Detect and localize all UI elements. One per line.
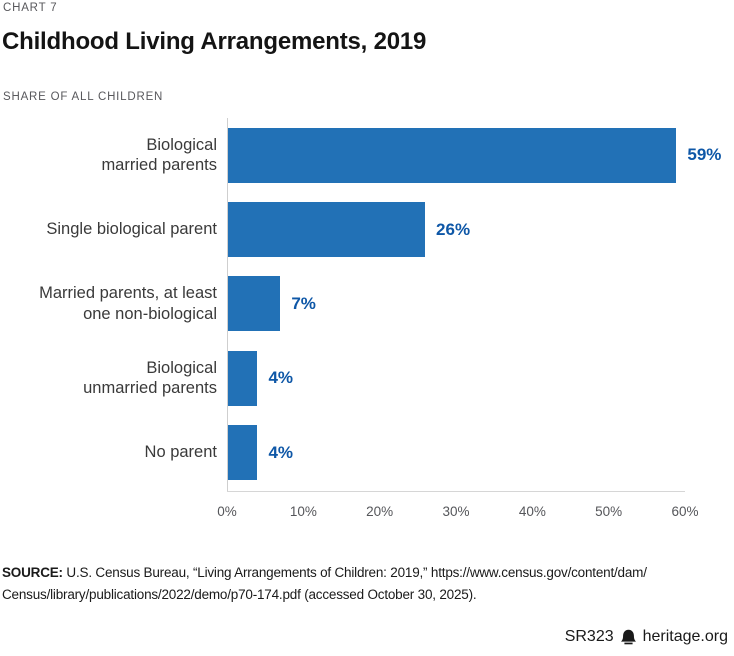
x-tick-label: 20%	[366, 504, 394, 519]
source-line2: Census/library/publications/2022/demo/p7…	[2, 586, 477, 602]
chart-row: Single biological parent 26%	[0, 192, 734, 266]
chart-row: No parent 4%	[0, 416, 734, 490]
bar	[227, 425, 258, 481]
footer: SR323 heritage.org	[565, 628, 728, 646]
liberty-bell-icon	[620, 629, 637, 645]
bar	[227, 202, 426, 258]
bar-track: 7%	[227, 276, 734, 332]
x-axis-ticks: 0% 10% 20% 30% 40% 50% 60%	[217, 504, 698, 522]
category-label: Biological married parents	[101, 135, 217, 175]
bar-value-label: 59%	[687, 145, 722, 165]
category-label: Married parents, at least one non-biologi…	[39, 284, 217, 323]
bar-chart: Biological married parents 59% Single biolo…	[0, 118, 734, 490]
bar	[227, 127, 677, 183]
source-note: SOURCE: U.S. Census Bureau, “Living Arra…	[2, 562, 728, 605]
x-tick-label: 10%	[289, 504, 317, 519]
report-id: SR323	[564, 628, 614, 645]
bar-track: 59%	[227, 127, 734, 183]
chart-row: Married parents, at least one non-biologi…	[0, 267, 734, 341]
chart-row: Biological unmarried parents 4%	[0, 341, 734, 415]
x-tick-label: 60%	[671, 504, 699, 519]
page-title: Childhood Living Arrangements, 2019	[2, 28, 427, 55]
bar-track: 4%	[227, 350, 734, 406]
x-tick-label: 40%	[518, 504, 546, 519]
bar-value-label: 4%	[268, 368, 294, 388]
x-tick-label: 30%	[442, 504, 470, 519]
chart-row: Biological married parents 59%	[0, 118, 734, 192]
category-label: Single biological parent	[46, 220, 217, 239]
bar-value-label: 26%	[436, 219, 471, 239]
source-label: SOURCE:	[2, 565, 63, 580]
bar-value-label: 7%	[291, 293, 316, 313]
source-line1: U.S. Census Bureau, “Living Arrangements…	[62, 565, 647, 580]
bar-value-label: 4%	[268, 442, 294, 462]
x-tick-label: 0%	[217, 504, 237, 519]
bar-track: 26%	[227, 202, 734, 258]
bar	[227, 276, 281, 332]
bar	[227, 350, 258, 406]
x-axis-line	[227, 491, 685, 492]
x-tick-label: 50%	[595, 504, 623, 519]
category-label: Biological unmarried parents	[83, 358, 217, 398]
chart-subtitle: SHARE OF ALL CHILDREN	[3, 91, 164, 103]
y-axis-line	[227, 118, 228, 491]
chart-kicker: CHART 7	[3, 2, 58, 14]
category-label: No parent	[144, 443, 217, 462]
site-name: heritage.org	[642, 628, 728, 645]
bar-track: 4%	[227, 425, 734, 481]
